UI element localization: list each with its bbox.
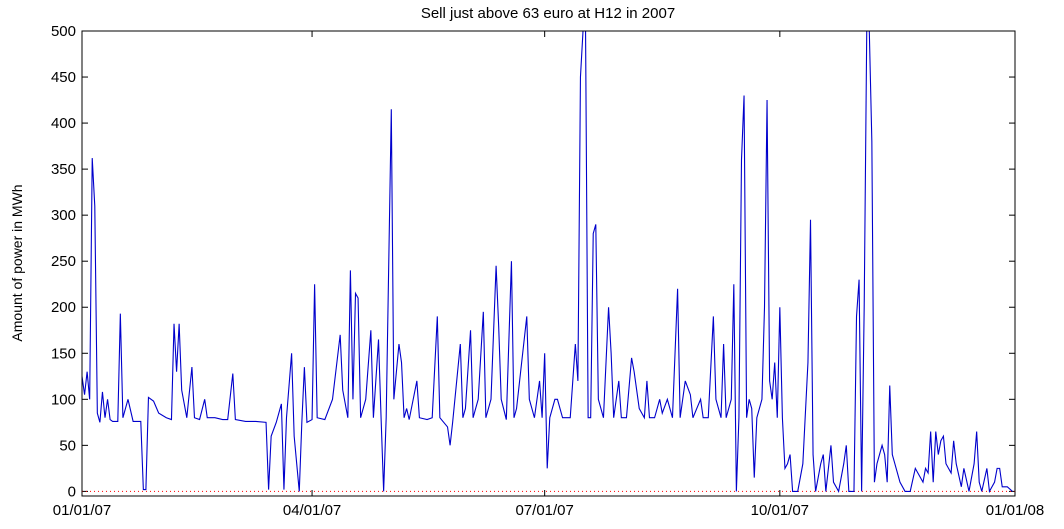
x-tick-label: 07/01/07 — [515, 502, 573, 519]
y-tick-label: 450 — [51, 69, 76, 86]
data-line — [82, 31, 1013, 494]
y-tick-label: 50 — [59, 437, 76, 454]
x-tick-label: 04/01/07 — [283, 502, 341, 519]
y-tick-label: 250 — [51, 253, 76, 270]
y-tick-label: 0 — [68, 483, 76, 500]
y-tick-label: 400 — [51, 115, 76, 132]
y-axis-label: Amount of power in MWh — [9, 184, 25, 341]
plot-frame — [81, 30, 1016, 497]
x-tick-label: 01/01/08 — [986, 502, 1044, 519]
x-tick-label: 10/01/07 — [751, 502, 809, 519]
x-tick-label: 01/01/07 — [53, 502, 111, 519]
y-tick-label: 150 — [51, 345, 76, 362]
y-tick-label: 350 — [51, 161, 76, 178]
y-tick-label: 300 — [51, 207, 76, 224]
y-tick-label: 100 — [51, 391, 76, 408]
y-tick-label: 200 — [51, 299, 76, 316]
y-tick-label: 500 — [51, 23, 76, 40]
chart-title: Sell just above 63 euro at H12 in 2007 — [421, 5, 675, 22]
